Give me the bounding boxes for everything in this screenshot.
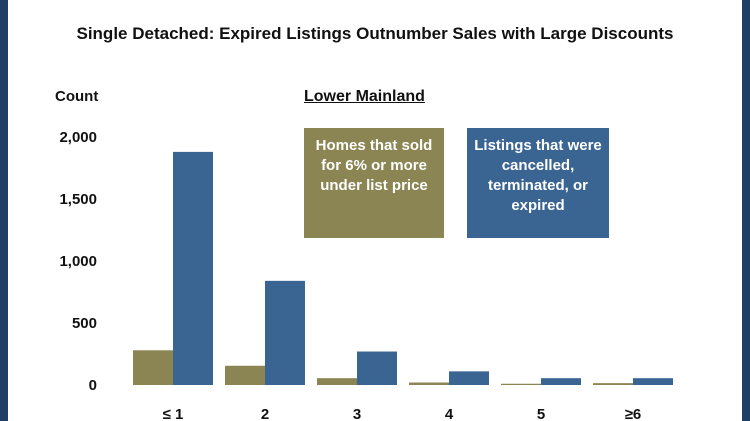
x-tick-label: 3 xyxy=(353,406,361,421)
bar-expired xyxy=(173,151,213,385)
y-tick-label: 500 xyxy=(72,315,97,332)
bar-sold xyxy=(409,382,449,385)
y-tick-label: 2,000 xyxy=(59,129,97,146)
x-tick-label: 4 xyxy=(445,406,454,421)
bar-expired xyxy=(357,351,397,385)
chart-subtitle: Lower Mainland xyxy=(304,88,425,105)
y-tick-label: 0 xyxy=(89,377,97,394)
legend-sold: Homes that sold for 6% or more under lis… xyxy=(304,128,444,238)
y-tick-label: 1,000 xyxy=(59,253,97,270)
chart-title: Single Detached: Expired Listings Outnum… xyxy=(76,24,674,43)
bar-sold xyxy=(593,383,633,385)
bar-sold xyxy=(317,378,357,385)
bar-expired xyxy=(449,371,489,385)
y-axis-unit-label: Count xyxy=(55,88,99,105)
bar-expired xyxy=(541,378,581,385)
x-tick-label: 5 xyxy=(537,406,545,421)
frame-right xyxy=(742,0,750,421)
legend-expired: Listings that were cancelled, terminated… xyxy=(467,128,609,238)
x-tick-label: ≥6 xyxy=(625,406,642,421)
frame-left xyxy=(0,0,8,421)
bar-expired xyxy=(633,378,673,385)
bar-sold xyxy=(501,383,541,385)
bar-expired xyxy=(265,280,305,385)
bar-sold xyxy=(225,365,265,385)
x-tick-label: ≤ 1 xyxy=(163,406,184,421)
bar-sold xyxy=(133,350,173,385)
x-tick-label: 2 xyxy=(261,406,269,421)
y-tick-label: 1,500 xyxy=(59,191,97,208)
